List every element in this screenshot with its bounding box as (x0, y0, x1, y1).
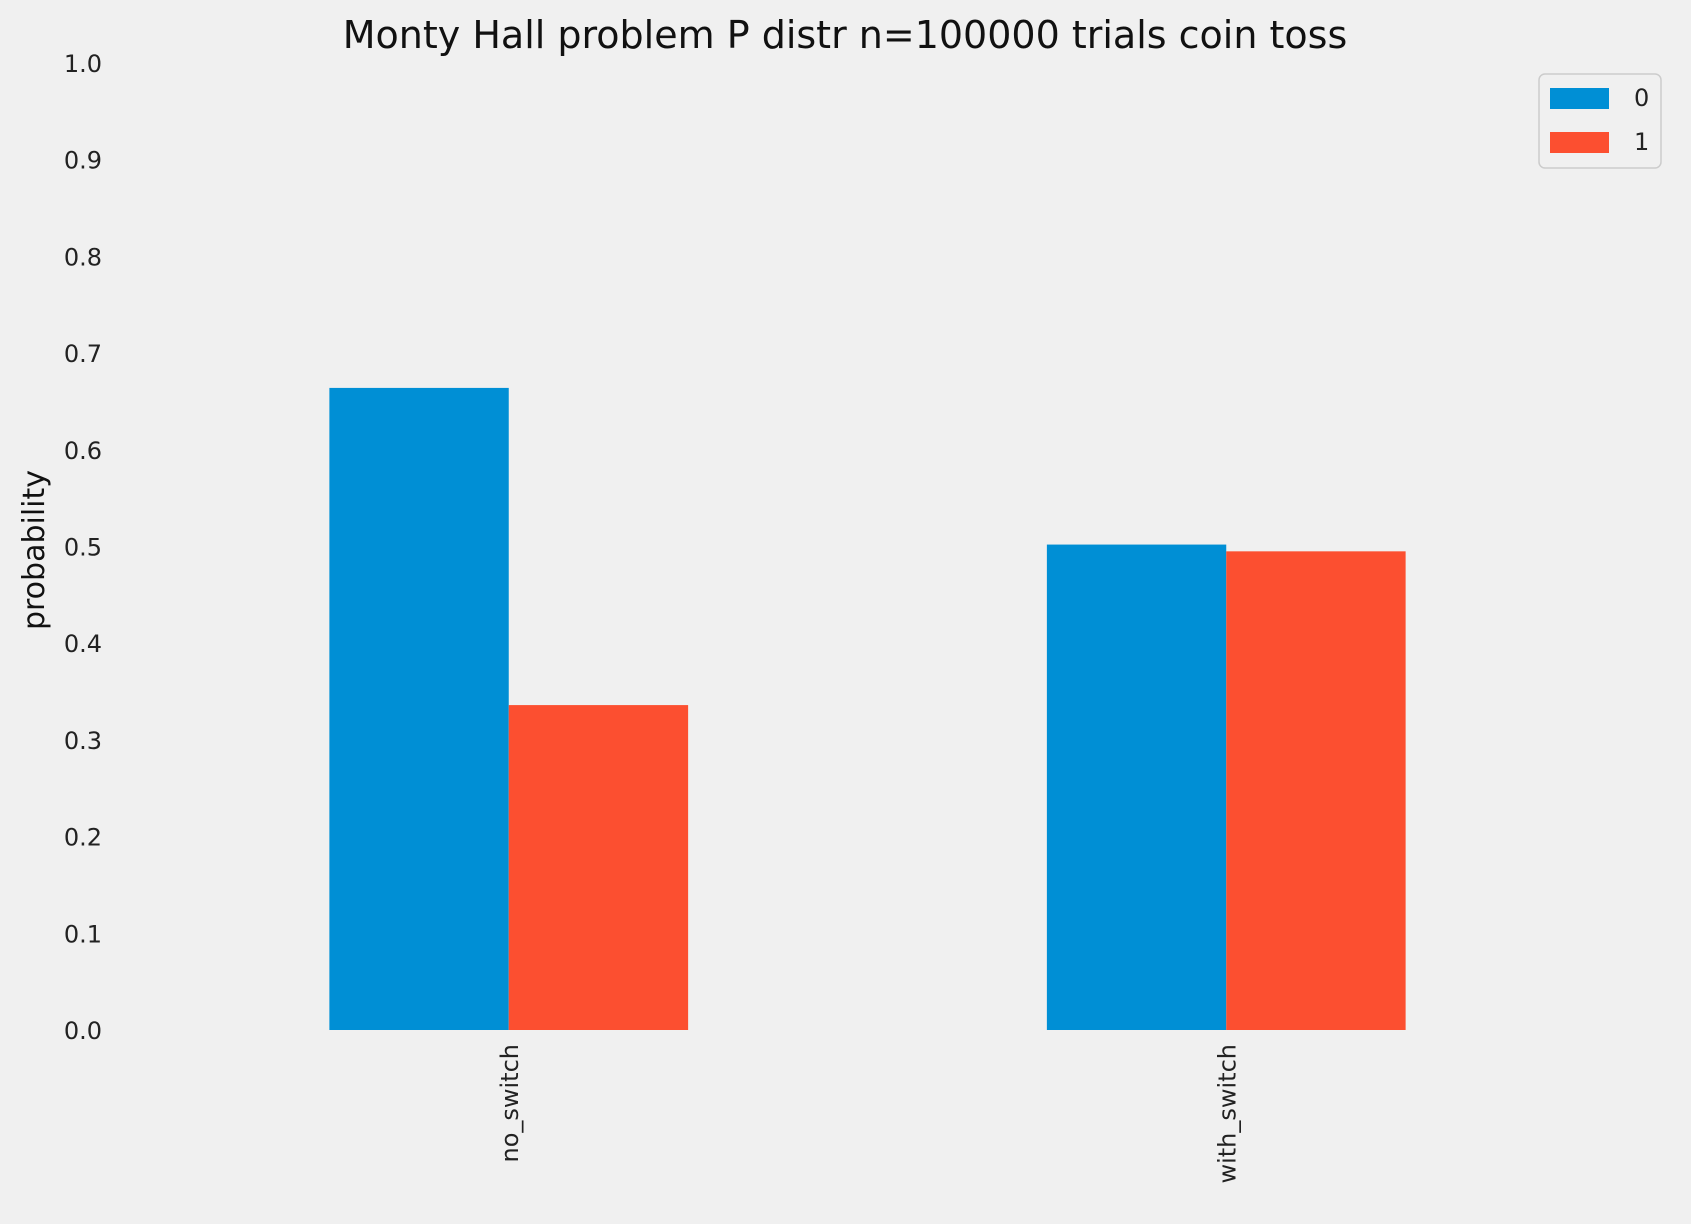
bars (329, 387, 1406, 1030)
y-tick-label: 0.4 (64, 630, 102, 658)
y-axis-label: probability (17, 470, 52, 630)
y-axis-ticks: 0.0 0.1 0.2 0.3 0.4 0.5 0.6 0.7 0.8 0.9 1.0 (64, 50, 102, 1045)
bar-no_switch-series-0 (329, 387, 509, 1030)
y-tick-label: 0.1 (64, 920, 102, 948)
legend-swatch-0 (1550, 88, 1609, 109)
legend-swatch-1 (1550, 132, 1609, 153)
y-tick-label: 1.0 (64, 50, 102, 78)
legend-label-0: 0 (1634, 84, 1649, 112)
y-tick-label: 0.0 (64, 1017, 102, 1045)
legend-label-1: 1 (1634, 128, 1649, 156)
bar-with_switch-series-1 (1226, 551, 1406, 1030)
bar-with_switch-series-0 (1046, 544, 1227, 1030)
y-tick-label: 0.6 (64, 437, 102, 465)
y-tick-label: 0.7 (64, 340, 102, 368)
y-tick-label: 0.9 (64, 147, 102, 175)
bar-no_switch-series-1 (508, 705, 689, 1030)
y-tick-label: 0.5 (64, 534, 102, 562)
x-tick-label: with_switch (1213, 1044, 1241, 1184)
chart-title: Monty Hall problem P distr n=100000 tria… (343, 13, 1348, 57)
y-tick-label: 0.8 (64, 243, 102, 271)
x-tick-label: no_switch (496, 1044, 524, 1163)
y-tick-label: 0.2 (64, 824, 102, 852)
x-axis-ticks: no_switch with_switch (496, 1044, 1242, 1184)
legend: 01 (1538, 73, 1662, 169)
y-tick-label: 0.3 (64, 727, 102, 755)
